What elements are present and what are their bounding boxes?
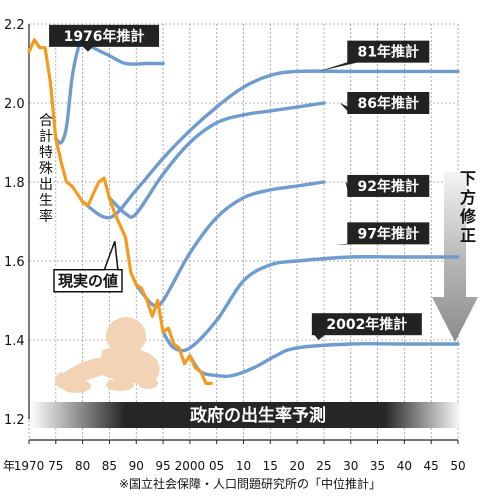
callout-pointer [318,61,362,72]
x-tick-label: 35 [370,459,385,473]
x-tick-label: 45 [424,459,439,473]
side-label-char: 下 [460,169,476,188]
title-banner: 政府の出生率予測 [30,402,462,428]
x-tick-label: 50 [450,459,465,473]
callout-box [53,269,123,293]
x-tick-label: 80 [75,459,90,473]
series-line-projection [107,101,326,219]
callout-text: 97年推計 [358,225,419,242]
series-line-projection [188,341,460,378]
callout-text: 1976年推計 [64,28,145,45]
y-axis-title-char: 殊 [39,161,53,177]
callout-text: 92年推計 [358,178,419,195]
x-tick-label: 05 [209,459,224,473]
side-label-char: 方 [460,188,476,207]
x-tick-label: 85 [102,459,117,473]
source-note: ※国立社会保障・人口問題研究所の「中位推計」 [119,476,381,491]
y-axis-title-char: 生 [39,193,53,209]
series-line-projection [80,69,460,220]
callout-text: 81年推計 [358,44,419,61]
chart-title: 政府の出生率予測 [190,405,326,426]
x-tick-label: 10 [236,459,251,473]
callout-actual-value: 現実の値 [53,240,123,293]
callout-box [49,24,160,47]
x-tick-label: 20 [289,459,304,473]
callout-layer: 現実の値 1976年推計 81年推計 86年推計 92年推計 97年推計 2002年推計 [49,24,430,340]
y-axis-title-char: 率 [39,208,53,225]
axes: 1.2 1.4 1.6 1.8 2.0 2.2 1970 75 80 85 90 95 2000 05 10… [4,18,466,473]
series-line-actual [27,38,213,385]
callout-pointer [102,240,119,272]
callout-projection-label: 86年推計 [340,92,430,114]
series-layer [27,38,460,385]
x-tick-label: 90 [129,459,144,473]
y-axis-title-char: 出 [39,177,53,193]
callout-projection-label: 81年推計 [318,40,430,72]
y-tick-label: 2.0 [4,97,25,112]
callout-box [347,92,430,114]
callout-box [311,313,422,336]
x-tick-label: 30 [343,459,358,473]
series-line-projection [161,255,460,353]
y-axis-title-char: 計 [39,129,53,145]
side-label-char: 正 [460,226,476,245]
callout-box [347,174,430,197]
series-line-projection [134,180,326,309]
x-axis-title: 年 [3,459,15,473]
baby-illustration [54,317,160,393]
side-label-char: 修 [459,207,477,226]
y-axis-title-char: 特 [39,145,53,161]
callout-projection-label: 1976年推計 [49,24,160,52]
callout-text: 現実の値 [58,272,118,290]
x-tick-label: 1970 [14,459,45,473]
x-tick-label: 95 [155,459,170,473]
x-tick-label: 15 [263,459,278,473]
x-tick-label: 25 [316,459,331,473]
callout-text: 86年推計 [358,95,419,112]
y-tick-label: 1.2 [4,413,25,428]
x-tick-label: 2000 [175,459,206,473]
callout-box [347,222,430,245]
y-axis-title-char: 合 [39,113,53,129]
callout-pointer [81,45,94,52]
callout-box [347,40,430,63]
callout-text: 2002年推計 [326,316,407,333]
callout-pointer [313,334,326,340]
x-tick-label: 75 [48,459,63,473]
y-tick-label: 2.2 [4,18,25,33]
y-tick-label: 1.6 [4,255,25,270]
y-tick-label: 1.8 [4,176,25,191]
x-tick-label: 40 [397,459,412,473]
series-line-projection [54,38,165,145]
y-tick-label: 1.4 [4,334,25,349]
callout-projection-label: 97年推計 [334,222,430,246]
callout-projection-label: 92年推計 [345,174,430,197]
callout-projection-label: 2002年推計 [311,313,422,340]
